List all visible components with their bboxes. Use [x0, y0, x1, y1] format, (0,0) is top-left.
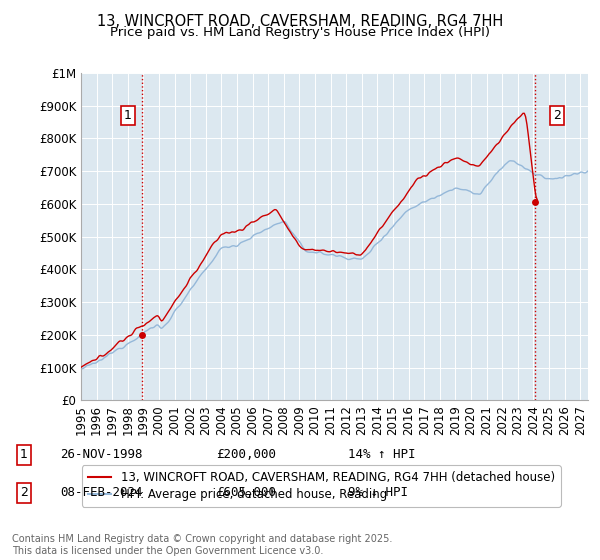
Text: 13, WINCROFT ROAD, CAVERSHAM, READING, RG4 7HH: 13, WINCROFT ROAD, CAVERSHAM, READING, R… [97, 14, 503, 29]
Text: Price paid vs. HM Land Registry's House Price Index (HPI): Price paid vs. HM Land Registry's House … [110, 26, 490, 39]
Text: £200,000: £200,000 [216, 448, 276, 461]
Text: 14% ↑ HPI: 14% ↑ HPI [348, 448, 415, 461]
Text: 26-NOV-1998: 26-NOV-1998 [60, 448, 143, 461]
Legend: 13, WINCROFT ROAD, CAVERSHAM, READING, RG4 7HH (detached house), HPI: Average pr: 13, WINCROFT ROAD, CAVERSHAM, READING, R… [82, 465, 561, 507]
Text: 1: 1 [20, 448, 28, 461]
Text: Contains HM Land Registry data © Crown copyright and database right 2025.
This d: Contains HM Land Registry data © Crown c… [12, 534, 392, 556]
Text: 2: 2 [20, 486, 28, 500]
Text: 9% ↓ HPI: 9% ↓ HPI [348, 486, 408, 500]
Text: 2: 2 [553, 109, 561, 122]
Text: £605,000: £605,000 [216, 486, 276, 500]
Text: 08-FEB-2024: 08-FEB-2024 [60, 486, 143, 500]
Text: 1: 1 [124, 109, 132, 122]
